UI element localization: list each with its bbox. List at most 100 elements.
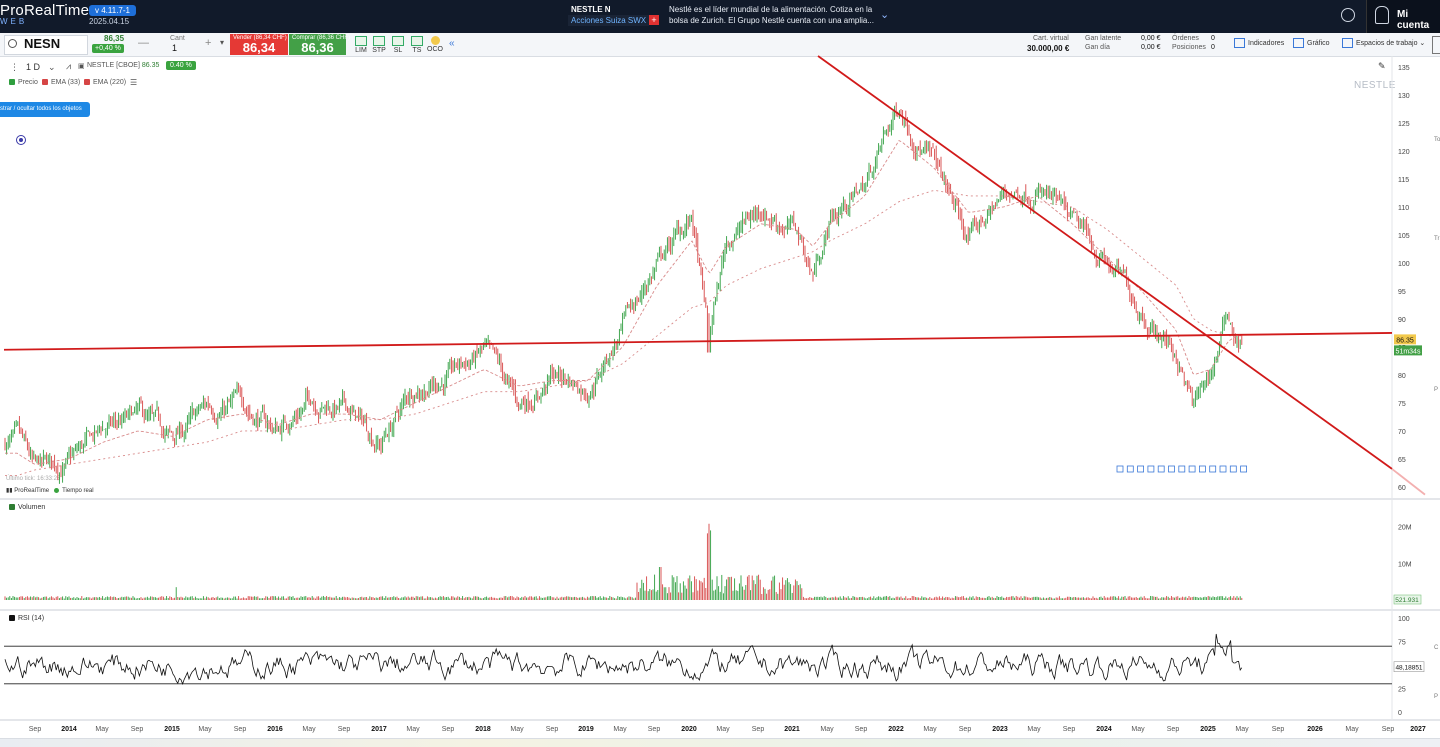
side-tab-1[interactable]: To [1434, 137, 1440, 143]
last-price-tag-text: 86.35 [1396, 337, 1414, 344]
chart-button[interactable]: Gráfico [1293, 38, 1330, 48]
countdown-tag [1394, 345, 1422, 356]
x-tick-label: Sep [752, 726, 765, 733]
x-tick-label: 2014 [61, 726, 77, 733]
price-tick-label: 130 [1398, 93, 1410, 100]
side-tab-5[interactable]: P [1434, 694, 1439, 700]
qty-decrease-button[interactable]: — [138, 37, 149, 49]
swiss-flag-icon: + [649, 15, 659, 25]
order-lim-button[interactable]: LIM [353, 36, 369, 54]
event-icon [1126, 465, 1134, 473]
workspaces-label: Espacios de trabajo [1356, 39, 1418, 47]
rsi-tick-label: 50 [1398, 663, 1406, 670]
event-icon [1229, 465, 1237, 473]
volume-swatch [9, 504, 15, 511]
qty-label: Cant [170, 35, 185, 42]
qty-increase-button[interactable]: + [205, 37, 212, 49]
rsi-value-text: 48,18851 [1395, 665, 1422, 672]
legend-ema220[interactable]: EMA (220) [84, 79, 126, 86]
price-tick-label: 85 [1398, 345, 1406, 352]
brand-sub: WEB [0, 17, 28, 26]
stop-order-icon [373, 36, 385, 46]
side-tab-2[interactable]: Tr [1434, 236, 1440, 242]
price-tick-label: 90 [1398, 317, 1406, 324]
x-tick-label: May [1131, 726, 1145, 733]
qty-input[interactable]: 1 [172, 43, 178, 53]
timeframe-select[interactable]: 1 D [26, 62, 41, 72]
rsi-line [4, 633, 1243, 686]
source-line: ▮▮ ProRealTime Tiempo real [6, 487, 94, 494]
cart-value: 30.000,00 € [1027, 44, 1070, 53]
price-tick-label: 70 [1398, 429, 1406, 436]
chevron-down-icon[interactable]: ⌄ [880, 9, 890, 21]
order-oco-button[interactable]: OCO [427, 36, 443, 53]
x-tick-label: May [198, 726, 212, 733]
collapse-icon[interactable]: « [449, 38, 455, 49]
qty-dropdown-icon[interactable]: ▾ [220, 38, 225, 47]
chevron-down-icon[interactable]: ⌄ [48, 62, 56, 72]
event-icon [1116, 465, 1124, 473]
top-bar: ProRealTime WEB v 4.11.7-1 2025.04.15 NE… [0, 0, 1440, 33]
x-tick-label: 2019 [578, 726, 594, 733]
price-tick-label: 95 [1398, 289, 1406, 296]
event-icon [1240, 465, 1247, 473]
buy-button[interactable]: Comprar (86,36 CHF) 86,36 [289, 34, 350, 55]
ema-33-line [5, 140, 1241, 465]
x-tick-label: 2018 [475, 726, 491, 733]
price-tick-label: 75 [1398, 401, 1406, 408]
toolbar [0, 33, 1440, 57]
x-tick-label: 2022 [888, 726, 904, 733]
workspace-icon [1342, 38, 1353, 48]
x-tick-label: 2026 [1307, 726, 1323, 733]
order-stp-button[interactable]: STP [371, 36, 387, 54]
x-tick-label: 2015 [164, 726, 180, 733]
order-sl-label: SL [393, 47, 403, 54]
event-icon [1147, 465, 1155, 473]
toggle-objects-tooltip[interactable]: strar / ocultar todos los objetos [0, 102, 90, 117]
legend-swatch [42, 79, 48, 86]
x-tick-label: May [1345, 726, 1359, 733]
order-ts-label: TS [412, 47, 422, 54]
order-ts-button[interactable]: TS [409, 36, 425, 54]
side-panel-toggle[interactable] [1432, 36, 1440, 54]
event-icon [1209, 465, 1217, 473]
order-oco-label: OCO [427, 46, 443, 53]
orders-label: Órdenes [1172, 35, 1199, 42]
drawing-tools-icon[interactable]: ⋮ [10, 62, 19, 72]
rsi-tick-label: 75 [1398, 640, 1406, 647]
account-button[interactable]: Mi cuenta [1366, 0, 1440, 33]
settings-icon[interactable]: ☰ [130, 78, 138, 87]
legend-price[interactable]: Precio [9, 79, 38, 86]
x-tick-label: May [923, 726, 937, 733]
globe-icon[interactable] [1341, 8, 1355, 22]
ticker-market[interactable]: Acciones Suiza SWX [568, 15, 650, 26]
rsi-swatch [9, 615, 15, 622]
side-tab-3[interactable]: P [1434, 387, 1439, 393]
sell-price: 86,34 [242, 40, 276, 55]
symbol-search[interactable] [4, 35, 88, 55]
object-toggle-radio[interactable] [16, 135, 26, 145]
last-tick-label: Último tick: 16:33:25 [6, 476, 61, 482]
realtime-dot [54, 487, 60, 493]
indicators-button[interactable]: Indicadores [1234, 38, 1284, 48]
horizontal-trendline [3, 332, 1393, 351]
workspaces-button[interactable]: Espacios de trabajo ⌄ [1342, 38, 1425, 48]
order-sl-button[interactable]: SL [390, 36, 406, 54]
x-tick-label: May [406, 726, 420, 733]
positions-value: 0 [1211, 44, 1215, 51]
ticker-name: NESTLE N [571, 5, 611, 14]
rsi-tick-label: 0 [1398, 710, 1402, 717]
chart-type-icon[interactable]: ⩘ [66, 61, 72, 71]
x-tick-label: Sep [29, 726, 42, 733]
x-tick-label: Sep [1382, 726, 1395, 733]
wrench-icon[interactable]: ✎ [1378, 61, 1386, 71]
symbol-input[interactable]: NESN [24, 36, 61, 51]
user-icon [1375, 6, 1389, 24]
sell-button[interactable]: Vender (86,34 CHF) 86,34 [230, 34, 288, 55]
x-tick-label: May [510, 726, 524, 733]
descending-trendline [817, 55, 1393, 470]
legend-ema33[interactable]: EMA (33) [42, 79, 80, 86]
side-tab-4[interactable]: C [1434, 645, 1439, 651]
x-tick-label: May [716, 726, 730, 733]
